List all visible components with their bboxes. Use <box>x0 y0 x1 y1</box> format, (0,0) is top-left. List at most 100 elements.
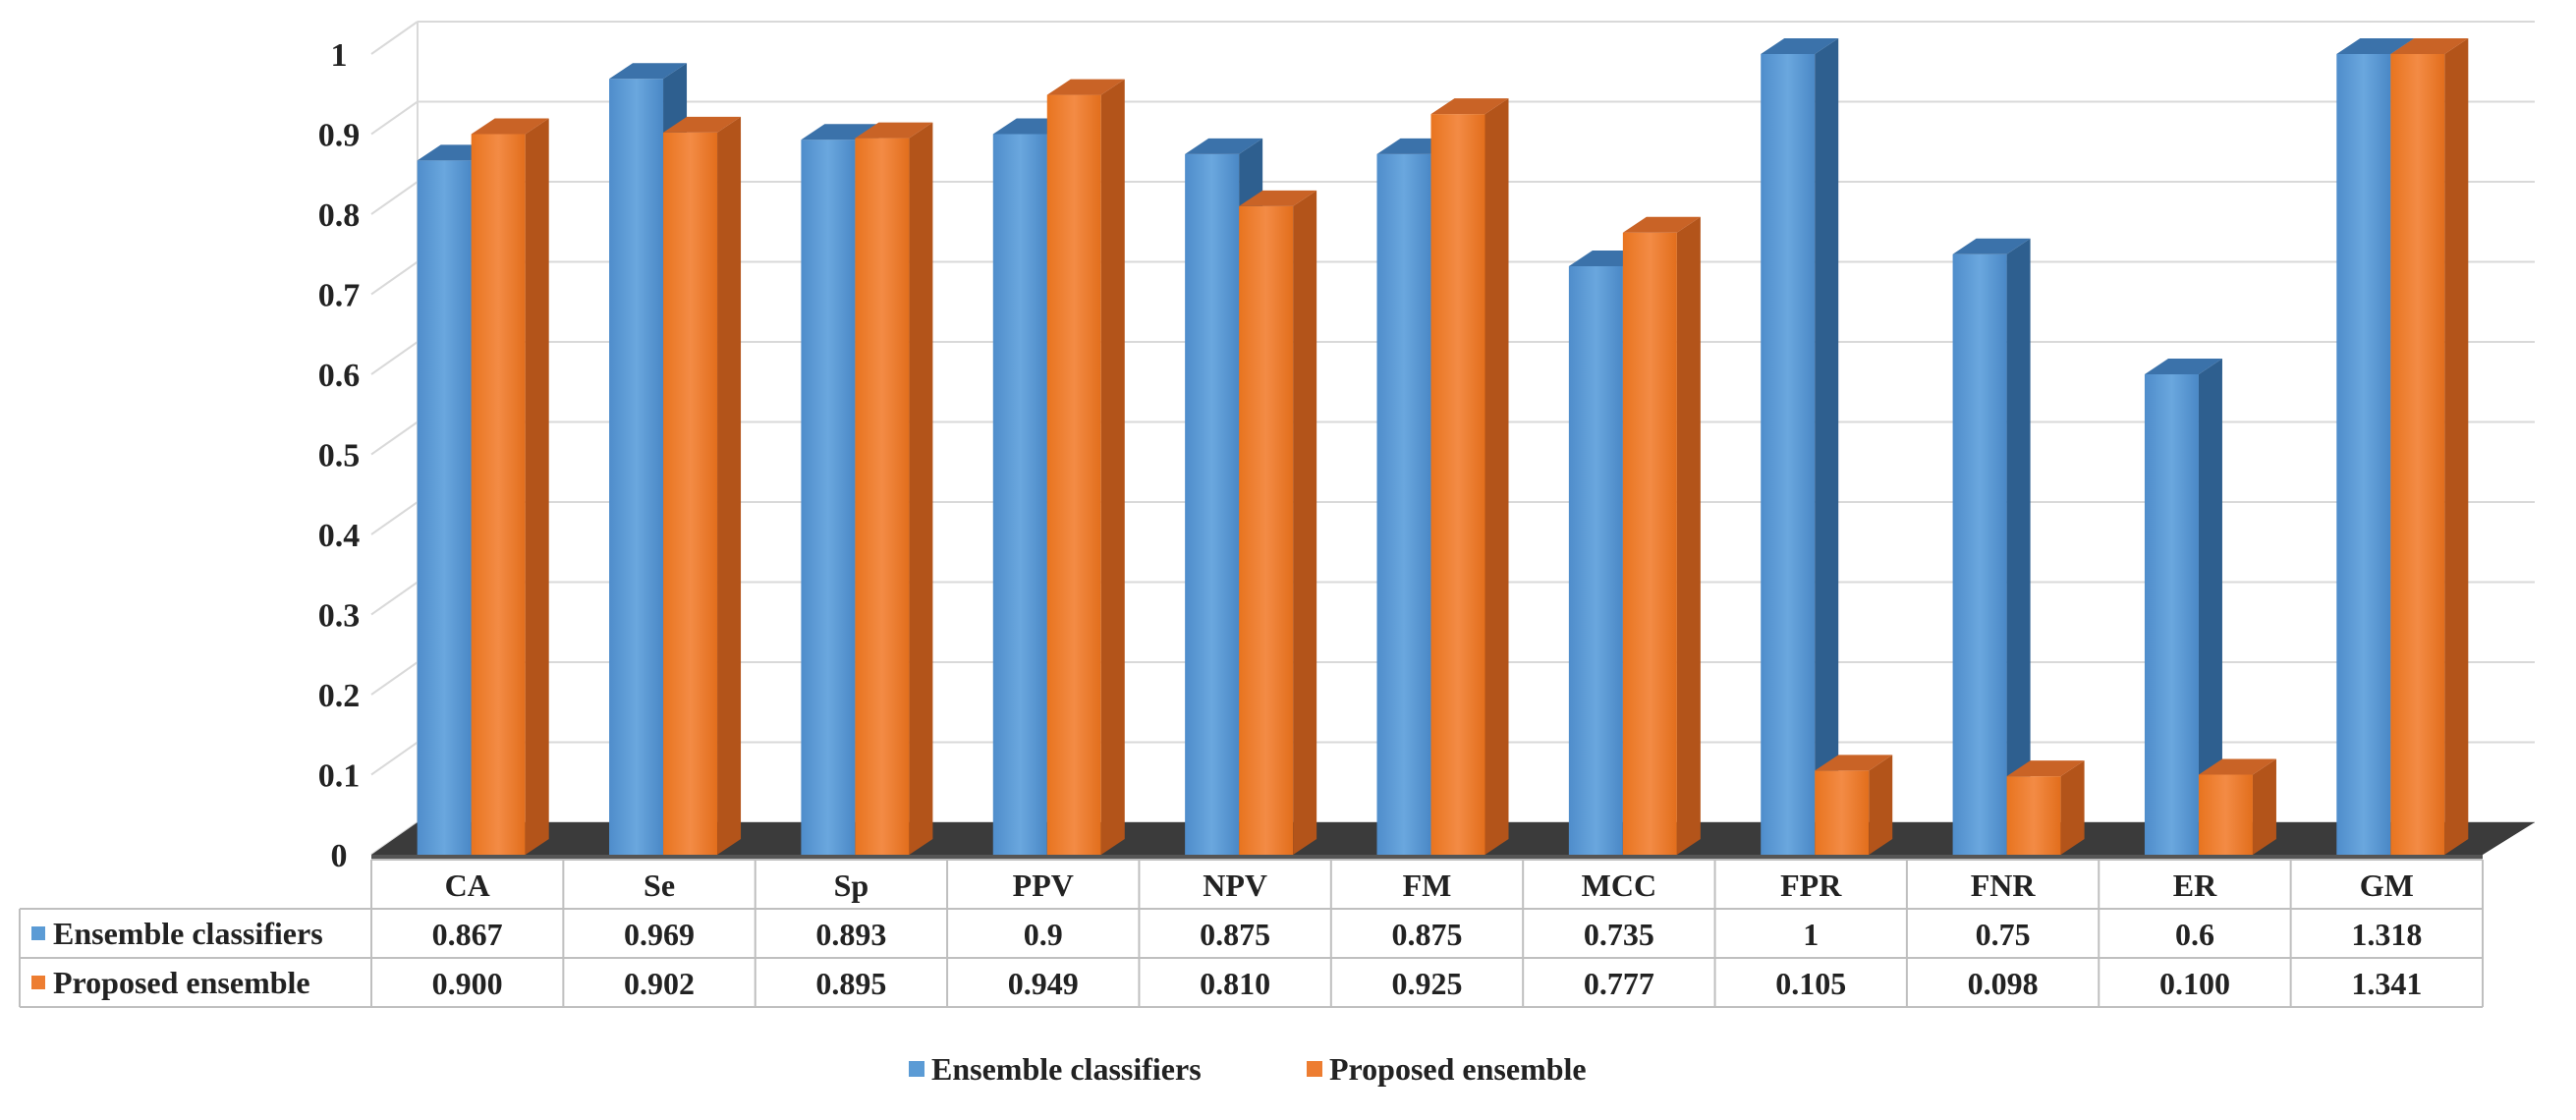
bar-front <box>609 79 664 855</box>
bar-front <box>1376 153 1431 855</box>
row-label: Proposed ensemble <box>53 965 310 1000</box>
legend: Ensemble classifiers Proposed ensemble <box>909 1051 1587 1087</box>
data-label: 0.105 <box>1775 966 1846 1001</box>
bar-front <box>471 134 526 855</box>
row-label: Ensemble classifiers <box>53 916 323 951</box>
data-label: 0.949 <box>1008 966 1079 1001</box>
row-legend-key <box>31 976 45 989</box>
bar-ensemble-classifiers <box>1761 38 1839 855</box>
bar-proposed-ensemble <box>2390 38 2469 855</box>
bar-proposed-ensemble <box>663 116 742 856</box>
y-tick-label: 0.1 <box>318 758 361 795</box>
bar-side <box>1293 190 1317 856</box>
legend-label: Ensemble classifiers <box>931 1051 1202 1087</box>
data-label: 1.318 <box>2351 917 2422 952</box>
bar-front <box>417 160 472 855</box>
gridline-side <box>370 21 419 55</box>
bar-top <box>2390 38 2469 54</box>
bar-proposed-ensemble <box>855 122 933 855</box>
data-label: 0.875 <box>1200 917 1270 952</box>
data-label: 0.893 <box>815 917 886 952</box>
bar-top <box>2336 38 2415 54</box>
y-tick-label: 0.7 <box>318 278 361 314</box>
bar-ensemble-classifiers <box>2144 359 2222 855</box>
data-label: 1 <box>1803 917 1819 952</box>
category-label: Se <box>644 868 675 903</box>
bar-front <box>1815 770 1870 855</box>
bar-front <box>663 132 718 855</box>
y-tick-label: 0.6 <box>318 358 361 394</box>
bar-top <box>855 122 933 139</box>
legend-label: Proposed ensemble <box>1329 1051 1587 1087</box>
bar-top <box>1430 98 1509 115</box>
y-axis: 0 0.1 0.2 0.3 0.4 0.5 0.6 0.7 0.8 0.9 1 <box>318 37 361 874</box>
bar-front <box>1622 232 1677 855</box>
bar-top <box>1761 38 1839 54</box>
bar-side <box>1484 98 1509 855</box>
bar-top <box>1046 79 1125 95</box>
category-label: Sp <box>834 868 869 903</box>
y-tick-label: 0.8 <box>318 197 361 234</box>
data-label: 0.900 <box>432 966 503 1001</box>
bar-side <box>525 118 549 855</box>
bar-top <box>1185 138 1263 154</box>
category-label: CA <box>445 868 490 903</box>
bar-front <box>1046 94 1101 855</box>
bar-proposed-ensemble <box>471 118 549 855</box>
bar-top <box>2144 359 2222 374</box>
y-tick-label: 0.9 <box>318 118 361 154</box>
data-label: 0.100 <box>2159 966 2230 1001</box>
data-label: 0.969 <box>624 917 695 952</box>
gridline-side <box>370 661 419 696</box>
gridline-side <box>370 260 419 296</box>
y-tick-label: 0.2 <box>318 678 361 714</box>
data-label: 0.810 <box>1200 966 1270 1001</box>
bar-proposed-ensemble <box>1622 216 1701 855</box>
row-legend-key <box>31 926 45 940</box>
bar-front <box>2198 774 2253 855</box>
bar-proposed-ensemble <box>2198 758 2276 855</box>
data-label: 0.925 <box>1392 966 1463 1001</box>
gridline-side <box>370 341 419 375</box>
bar-front <box>2006 776 2061 855</box>
data-label: 0.75 <box>1976 917 2031 952</box>
data-label: 0.875 <box>1392 917 1463 952</box>
bar-front <box>2336 54 2391 855</box>
bar-top <box>1952 238 2031 254</box>
bar-front <box>855 138 910 855</box>
data-label: 0.735 <box>1584 917 1654 952</box>
bar-front <box>2390 54 2445 855</box>
data-label: 0.098 <box>1968 966 2039 1001</box>
category-label: FM <box>1403 868 1452 903</box>
bar-front <box>1952 253 2007 855</box>
bar-side <box>2444 38 2469 855</box>
bars <box>417 38 2469 856</box>
category-label: MCC <box>1582 868 1656 903</box>
bar-top <box>2006 760 2085 777</box>
bar-top <box>2198 758 2276 775</box>
bar-front <box>1239 205 1294 856</box>
bar-top <box>609 63 688 80</box>
bar-proposed-ensemble <box>1239 190 1317 856</box>
category-label: NPV <box>1203 868 1267 903</box>
bar-side <box>2060 760 2085 855</box>
bar-side <box>717 116 742 856</box>
data-label: 0.9 <box>1024 917 1063 952</box>
gridline-side <box>370 420 419 456</box>
data-label: 0.777 <box>1584 966 1654 1001</box>
bar-side <box>1100 79 1125 855</box>
bar-side <box>1676 216 1701 855</box>
bar-top <box>663 116 742 133</box>
legend-swatch-ensemble <box>909 1061 924 1077</box>
bar-front <box>2144 374 2199 855</box>
legend-swatch-proposed <box>1307 1061 1322 1077</box>
bar-front <box>1430 114 1485 855</box>
bar-proposed-ensemble <box>2006 760 2085 855</box>
bar-side <box>2006 238 2031 855</box>
gridline-side <box>370 100 419 136</box>
bar-proposed-ensemble <box>1046 79 1125 855</box>
bar-front <box>1185 153 1240 855</box>
y-tick-label: 0 <box>331 838 348 874</box>
category-label: FPR <box>1780 868 1842 903</box>
